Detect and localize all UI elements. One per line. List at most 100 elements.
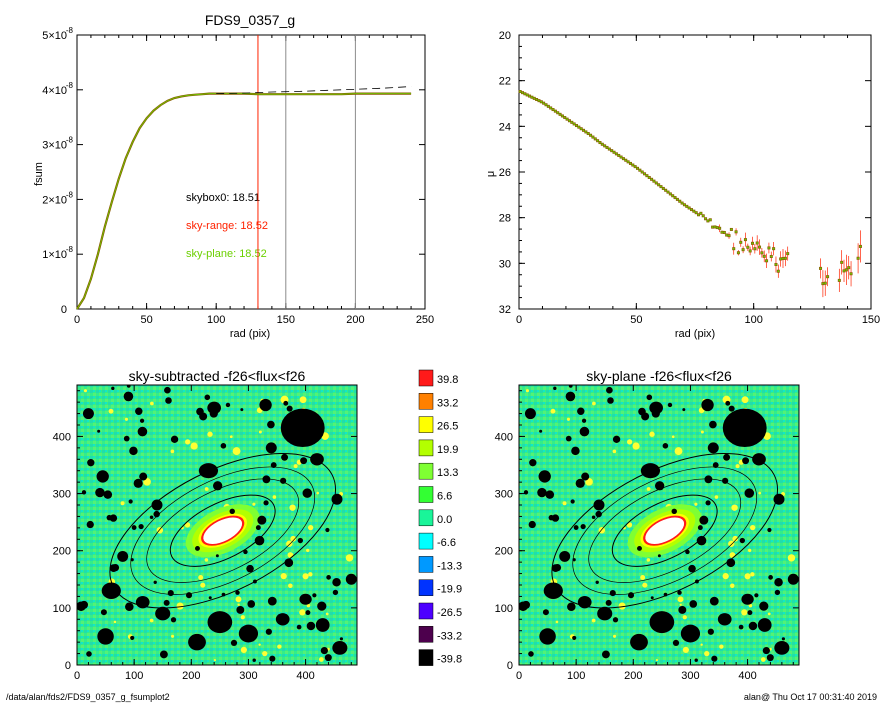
masked-star <box>125 602 134 612</box>
masked-star <box>139 472 148 481</box>
mu-point-green <box>765 259 768 262</box>
mu-point-green <box>667 191 669 193</box>
fsum-xlabel: rad (pix) <box>230 328 270 340</box>
noise-speck <box>749 524 756 531</box>
mu-point-green <box>526 94 529 96</box>
mu-plot-frame <box>518 34 872 310</box>
mu-ylabel: μ <box>485 171 497 177</box>
noise-speck <box>729 552 736 558</box>
masked-star <box>87 459 95 467</box>
mu-ytick-label: 30 <box>499 258 511 270</box>
masked-star <box>331 493 343 505</box>
mu-point-green <box>735 231 737 233</box>
isophote-ellipse <box>572 466 758 595</box>
mu-point-green <box>681 202 683 204</box>
colorbar-swatch <box>418 649 434 666</box>
masked-star <box>163 599 170 606</box>
masked-star <box>565 435 572 442</box>
mu-point-green <box>636 167 639 170</box>
masked-star <box>204 394 211 401</box>
masked-star <box>573 525 579 530</box>
masked-star <box>680 624 701 643</box>
masked-star <box>597 606 613 621</box>
mu-point-green <box>772 247 775 250</box>
isophote-ellipse <box>611 494 718 567</box>
mu-point-green <box>653 180 655 182</box>
noise-speck <box>767 612 771 616</box>
masked-star <box>601 650 610 659</box>
masked-star <box>748 621 758 631</box>
masked-star <box>701 398 714 412</box>
noise-speck <box>674 447 683 456</box>
masked-star <box>744 488 755 498</box>
mu-point-green <box>847 266 850 269</box>
noise-speck <box>679 603 682 606</box>
masked-star <box>95 487 105 498</box>
noise-speck <box>83 389 88 393</box>
noise-speck <box>649 431 655 437</box>
mu-point-green <box>606 146 608 149</box>
noise-speck <box>787 554 796 562</box>
masked-star <box>151 499 163 511</box>
masked-star <box>207 611 233 634</box>
masked-star <box>609 590 616 597</box>
mu-xlabel: rad (pix) <box>675 328 715 340</box>
masked-star <box>543 582 563 599</box>
masked-star <box>270 462 277 468</box>
mu-point-green <box>669 193 672 195</box>
footer-path: /data/alan/fds2/FDS9_0357_g_fsumplot2 <box>6 692 170 702</box>
noise-speck <box>550 408 556 414</box>
masked-star <box>317 601 327 611</box>
mu-point-green <box>603 145 606 147</box>
masked-star <box>117 550 129 562</box>
masked-star <box>519 601 528 612</box>
masked-star <box>711 655 718 662</box>
noise-speck <box>704 651 710 657</box>
mu-point-green <box>777 270 780 273</box>
masked-star <box>595 510 602 518</box>
colorbar-label: 19.9 <box>437 444 458 456</box>
image-ytick-label: 200 <box>53 546 71 558</box>
masked-star <box>149 515 154 520</box>
masked-star <box>697 525 703 531</box>
noise-speck <box>190 442 198 450</box>
mu-point-green <box>599 141 601 144</box>
mu-point-green <box>549 107 552 109</box>
masked-star <box>246 564 254 573</box>
noise-speck <box>213 658 217 662</box>
noise-speck <box>555 620 559 624</box>
mu-point-green <box>585 131 587 133</box>
noise-speck <box>750 572 755 577</box>
noise-speck <box>345 554 354 562</box>
noise-speck <box>748 603 753 608</box>
masked-star <box>133 478 143 488</box>
sky-plane-title: sky-plane -f26<flux<f26 <box>586 368 732 384</box>
masked-star <box>77 601 86 612</box>
noise-speck <box>677 596 684 603</box>
mu-point-green <box>556 111 559 114</box>
fsum-ytick-exponent: -8 <box>66 136 74 145</box>
image-content <box>519 385 799 665</box>
mu-point-green <box>578 126 580 128</box>
image-xtick-label: 100 <box>567 670 585 682</box>
mu-point-green <box>700 212 702 215</box>
masked-star <box>130 635 135 640</box>
mu-point-green <box>662 187 665 190</box>
mu-point-green <box>685 205 688 208</box>
masked-star <box>208 596 212 600</box>
sky-plane-image-panel: sky-plane -f26<flux<f26 0 100 200 300 400 0 10… <box>495 368 800 682</box>
masked-star <box>572 635 577 640</box>
noise-speck <box>748 548 752 553</box>
mu-point-green <box>768 247 770 249</box>
image-xtick-label: 200 <box>182 670 200 682</box>
noise-speck <box>290 535 297 542</box>
masked-star <box>196 407 204 416</box>
noise-speck <box>302 573 309 580</box>
mu-point-green <box>559 113 561 116</box>
annotation-skybox0: skybox0: 18.51 <box>186 192 260 204</box>
masked-star <box>709 596 719 606</box>
noise-speck <box>325 612 329 616</box>
galaxy-core <box>203 517 243 544</box>
image-ytick-label: 400 <box>53 431 71 443</box>
mu-point-green <box>737 251 740 254</box>
